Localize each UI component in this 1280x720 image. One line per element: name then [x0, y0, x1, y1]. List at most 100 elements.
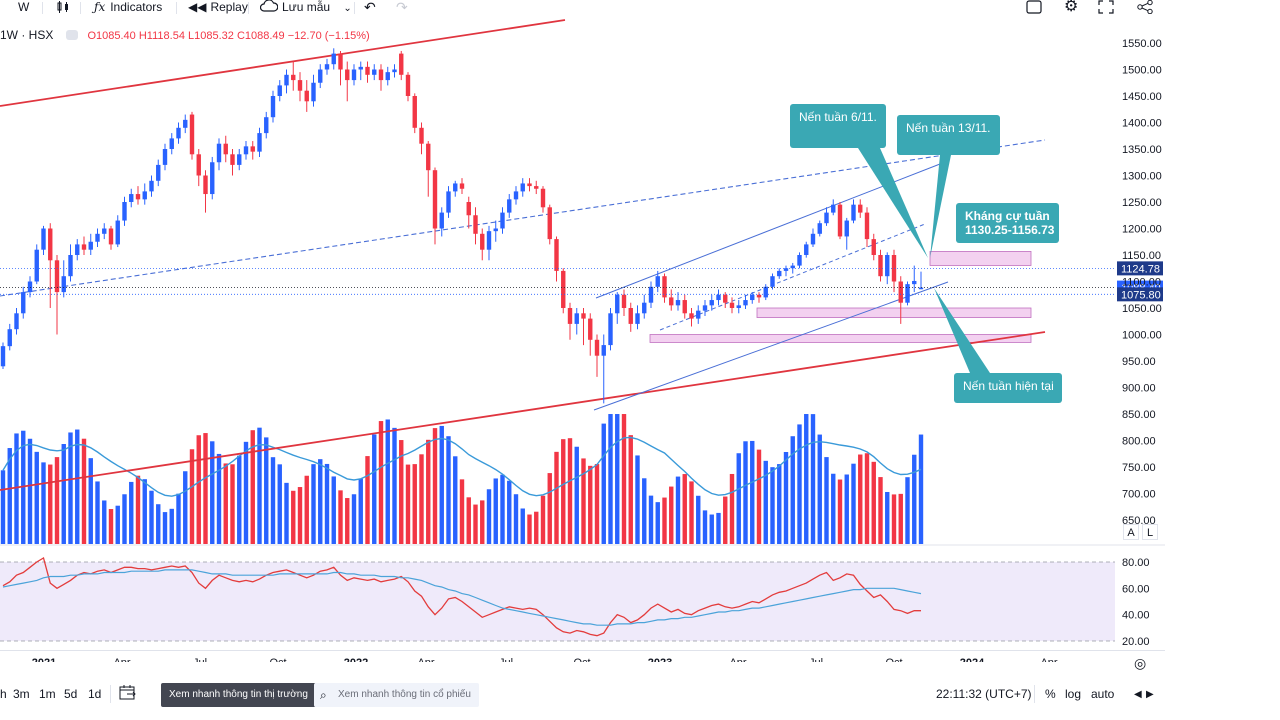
- volume-bar: [473, 504, 478, 544]
- candle: [648, 281, 654, 308]
- settings-circle-icon[interactable]: ◎: [1134, 655, 1147, 671]
- calendar-range-icon[interactable]: [119, 684, 137, 703]
- time-tick-label: Apr: [113, 657, 130, 662]
- volume-bar: [804, 414, 809, 544]
- candle-body: [783, 268, 789, 271]
- range-3m[interactable]: 3m: [13, 687, 30, 701]
- candle-body: [311, 82, 316, 102]
- redo-icon[interactable]: ↷: [396, 0, 408, 15]
- legend-low: L1085.32: [188, 30, 234, 42]
- fullscreen-icon[interactable]: [1098, 0, 1114, 16]
- volume-bar: [14, 433, 19, 544]
- candle: [358, 61, 363, 81]
- gear-icon[interactable]: ⚙: [1064, 0, 1079, 15]
- candles-icon[interactable]: [56, 0, 70, 16]
- candle: [21, 286, 26, 319]
- market-overview-button[interactable]: Xem nhanh thông tin thị trường: [161, 683, 316, 707]
- legend-dot-icon[interactable]: [66, 30, 79, 40]
- candle: [520, 178, 525, 197]
- log-scale-button[interactable]: L: [1142, 524, 1158, 540]
- candle: [594, 334, 600, 377]
- time-tick-label: 2022: [344, 657, 368, 662]
- volume-bar: [264, 437, 269, 544]
- volume-bar: [257, 427, 262, 544]
- volume-bar: [709, 514, 714, 544]
- candle: [277, 80, 282, 102]
- candle-body: [135, 194, 141, 200]
- volume-bar: [655, 502, 660, 544]
- candle-body: [399, 53, 404, 75]
- chevron-down-icon[interactable]: ⌄: [343, 3, 352, 14]
- candle-body: [250, 146, 255, 152]
- rsi-tick-label: 40.00: [1122, 610, 1150, 622]
- chart-canvas[interactable]: 1124.781088.491075.80 80.00 60.00 40.00 20.…: [0, 17, 1165, 662]
- candle: [169, 133, 174, 155]
- candle: [621, 289, 627, 316]
- volume-bar: [736, 453, 741, 544]
- scroll-right-icon[interactable]: ▶: [1146, 689, 1154, 700]
- scroll-left-icon[interactable]: ◀: [1134, 689, 1142, 700]
- candle: [426, 141, 431, 197]
- candle: [756, 292, 762, 303]
- stock-search-input[interactable]: ⌕ Xem nhanh thông tin cổ phiếu: [314, 683, 479, 707]
- candle-body: [493, 228, 498, 232]
- volume-bar: [824, 457, 829, 544]
- volume-bar: [318, 459, 323, 544]
- candle: [189, 111, 195, 160]
- auto-button[interactable]: auto: [1091, 687, 1115, 701]
- candle: [473, 207, 478, 245]
- toolbar-separator: [176, 2, 177, 14]
- interval-button[interactable]: W: [18, 0, 30, 14]
- time-tick-label: Jul: [499, 657, 513, 662]
- price-tick-label: 1500.00: [1122, 65, 1162, 77]
- candle-body: [534, 186, 539, 189]
- candle: [574, 308, 579, 335]
- share-icon[interactable]: [1136, 0, 1154, 16]
- stock-search-placeholder: Xem nhanh thông tin cổ phiếu: [338, 689, 471, 700]
- clock[interactable]: 22:11:32 (UTC+7): [936, 687, 1032, 701]
- volume-bar: [102, 500, 107, 544]
- price-tick-label: 1300.00: [1122, 171, 1162, 183]
- volume-bar: [75, 429, 80, 544]
- volume-bar: [696, 495, 701, 544]
- volume-bar: [250, 430, 255, 544]
- candle-body: [885, 255, 890, 277]
- candle: [588, 313, 593, 356]
- legend-close: C1088.49: [236, 30, 285, 42]
- time-tick-label: 2023: [648, 657, 672, 662]
- indicators-button[interactable]: ƒx Indicators: [94, 0, 163, 14]
- price-label-box: [1117, 287, 1163, 302]
- percent-button[interactable]: %: [1045, 687, 1056, 701]
- volume-bar: [203, 433, 208, 544]
- rsi-tick-label: 20.00: [1122, 636, 1150, 648]
- candle: [34, 244, 39, 285]
- replay-button[interactable]: ◀◀ Replay: [188, 0, 248, 14]
- volume-bar: [189, 449, 195, 544]
- range-1m[interactable]: 1m: [39, 687, 56, 701]
- candle-body: [88, 241, 93, 250]
- range-1d[interactable]: 1d: [88, 687, 102, 701]
- symbol-label[interactable]: 1W · HSX: [0, 28, 54, 42]
- volume-bar: [480, 500, 485, 544]
- volume-bar: [750, 440, 755, 544]
- log-button[interactable]: log: [1065, 687, 1082, 701]
- time-tick-label: Jul: [193, 657, 207, 662]
- range-5d[interactable]: 5d: [64, 687, 78, 701]
- square-icon[interactable]: [1026, 0, 1042, 16]
- auto-scale-button[interactable]: A: [1123, 524, 1139, 540]
- save-layout-button[interactable]: Lưu mẫu ⌄: [259, 0, 352, 16]
- candle: [486, 225, 492, 261]
- candle: [392, 64, 397, 78]
- bottom-separator: [110, 685, 111, 703]
- candle-body: [729, 302, 735, 308]
- undo-icon[interactable]: ↶: [364, 0, 376, 15]
- candle-body: [689, 313, 694, 319]
- candle-body: [230, 154, 235, 165]
- resistance-zone: [649, 334, 1032, 343]
- volume-bar: [81, 438, 87, 544]
- candle-body: [277, 85, 282, 96]
- candle: [615, 292, 620, 324]
- range-3m-partial[interactable]: h: [0, 687, 7, 701]
- candle-body: [439, 212, 444, 229]
- candle-body: [851, 204, 856, 221]
